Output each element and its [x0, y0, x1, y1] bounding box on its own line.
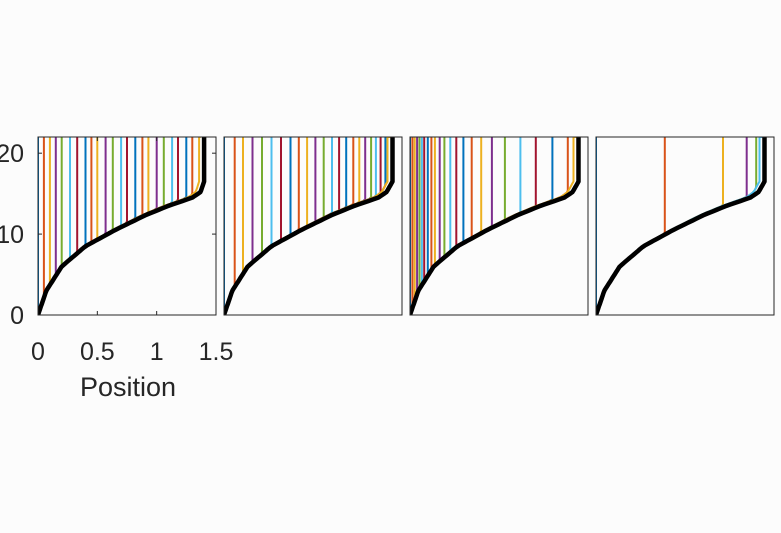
series-line [224, 137, 373, 315]
series-line [596, 137, 724, 315]
series-line [410, 137, 537, 315]
series-line [224, 137, 367, 315]
panel-3-frame [409, 136, 589, 316]
x-axis-label: Position [80, 372, 176, 402]
panel-3-lines [410, 137, 581, 315]
panel-4-frame [595, 136, 775, 316]
envelope-line [38, 137, 207, 315]
series-line [38, 137, 165, 315]
x-tick-label: 0 [31, 338, 45, 366]
panel-4-lines [596, 137, 767, 315]
series-line [410, 137, 419, 315]
series-line [410, 137, 522, 315]
series-line [410, 137, 569, 315]
series-line [596, 137, 758, 315]
series-line [224, 137, 317, 315]
panel-2-frame [223, 136, 403, 316]
series-line [38, 137, 71, 315]
labels-layer: Position 0 0.5 1 1.5 0 10 20 [0, 140, 233, 402]
panel-2-lines [224, 137, 395, 315]
y-tick-label: 20 [0, 140, 24, 168]
series-line [224, 137, 382, 315]
plot-lines-layer [38, 137, 767, 315]
envelope-line [596, 137, 767, 315]
series-line [38, 137, 150, 315]
y-tick-label: 0 [10, 302, 24, 330]
x-tick-label: 1 [150, 338, 164, 366]
envelope-line [224, 137, 395, 315]
y-tick-label: 10 [0, 221, 24, 249]
panel-1-frame [37, 136, 217, 316]
envelope-line [410, 137, 581, 315]
x-tick-label: 0.5 [80, 338, 115, 366]
series-line [596, 137, 748, 315]
x-tick-label: 1.5 [199, 338, 234, 366]
series-line [224, 137, 254, 315]
series-line [224, 137, 273, 315]
axes-layer [37, 136, 775, 316]
panel-1-lines [38, 137, 207, 315]
